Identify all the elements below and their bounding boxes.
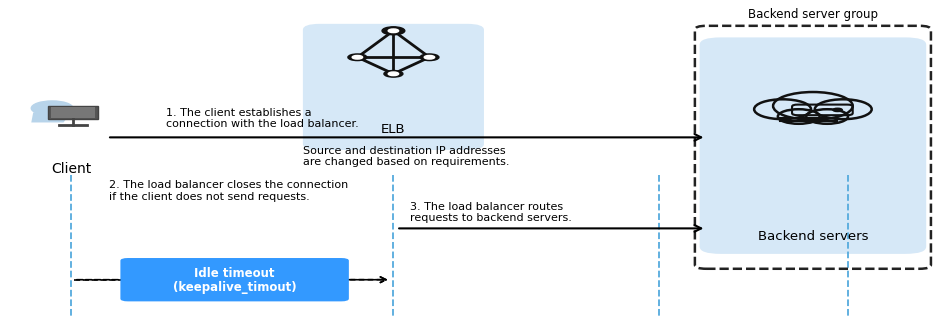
Circle shape [384, 71, 403, 77]
Circle shape [31, 101, 73, 116]
Circle shape [353, 56, 362, 59]
Text: 2. The load balancer closes the connection: 2. The load balancer closes the connecti… [109, 180, 348, 190]
Text: ELB: ELB [381, 122, 406, 136]
FancyBboxPatch shape [48, 106, 98, 119]
Text: if the client does not send requests.: if the client does not send requests. [109, 192, 310, 202]
Circle shape [833, 108, 843, 112]
Polygon shape [31, 113, 71, 122]
Circle shape [388, 72, 398, 76]
Text: Backend servers: Backend servers [757, 230, 868, 243]
Text: 3. The load balancer routes: 3. The load balancer routes [410, 202, 564, 212]
Text: Source and destination IP addresses: Source and destination IP addresses [303, 146, 506, 156]
Text: are changed based on requirements.: are changed based on requirements. [303, 157, 510, 167]
Text: 1. The client establishes a: 1. The client establishes a [166, 108, 312, 118]
Circle shape [388, 29, 398, 33]
Text: connection with the load balancer.: connection with the load balancer. [166, 119, 358, 129]
Ellipse shape [760, 106, 865, 122]
FancyBboxPatch shape [302, 24, 483, 150]
Text: Idle timeout: Idle timeout [194, 267, 275, 280]
Circle shape [382, 27, 405, 35]
Circle shape [384, 27, 403, 34]
Text: Backend server group: Backend server group [748, 8, 878, 22]
Text: (keepalive_timout): (keepalive_timout) [173, 281, 297, 294]
FancyBboxPatch shape [700, 37, 926, 254]
Circle shape [760, 88, 865, 124]
FancyBboxPatch shape [51, 107, 95, 118]
Circle shape [348, 54, 367, 61]
Text: Client: Client [51, 162, 91, 176]
FancyBboxPatch shape [120, 258, 349, 301]
Circle shape [424, 56, 434, 59]
Circle shape [420, 54, 439, 61]
Text: requests to backend servers.: requests to backend servers. [410, 213, 573, 223]
